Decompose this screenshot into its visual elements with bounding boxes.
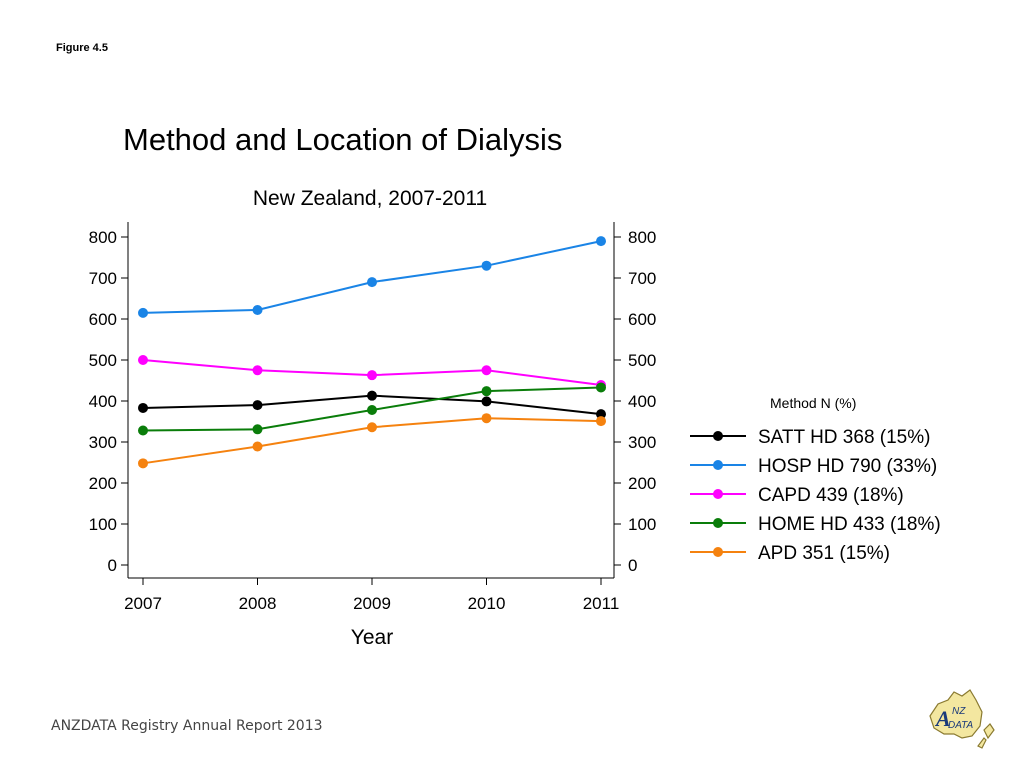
x-tick-label: 2010 (468, 594, 506, 613)
y-tick-label-left: 700 (89, 269, 117, 288)
data-point (138, 355, 148, 365)
data-point (481, 413, 492, 424)
y-tick-label-left: 400 (89, 392, 117, 411)
data-point (252, 400, 263, 411)
y-tick-label-left: 0 (108, 556, 117, 575)
y-tick-label-right: 600 (628, 310, 656, 329)
y-tick-label-left: 500 (89, 351, 117, 370)
x-tick-label: 2009 (353, 594, 391, 613)
data-point (481, 396, 492, 407)
y-tick-label-left: 600 (89, 310, 117, 329)
svg-text:A: A (934, 706, 951, 731)
legend-swatch-marker (713, 547, 723, 557)
data-point (367, 422, 377, 433)
data-point (596, 409, 606, 420)
data-point (481, 386, 492, 397)
figure-label: Figure 4.5 (56, 42, 108, 54)
chart-title: Method and Location of Dialysis (123, 122, 563, 157)
svg-text:DATA: DATA (948, 720, 974, 731)
data-point (596, 382, 606, 393)
data-point (481, 260, 492, 271)
y-tick-label-right: 500 (628, 351, 656, 370)
data-point (138, 402, 148, 413)
data-point (481, 365, 492, 376)
anzdata-logo: A NZ DATA (929, 689, 995, 749)
y-tick-label-left: 200 (89, 474, 117, 493)
legend-swatch-marker (713, 489, 723, 499)
x-tick-label: 2008 (239, 594, 277, 613)
data-point (138, 307, 148, 318)
svg-text:NZ: NZ (952, 706, 966, 717)
series-line (142, 240, 602, 314)
legend-label: SATT HD 368 (15%) (758, 427, 930, 448)
legend-swatch-marker (713, 460, 723, 470)
x-tick-label: 2011 (583, 594, 620, 613)
data-point (367, 370, 377, 381)
data-point (252, 365, 263, 376)
footer-text: ANZDATA Registry Annual Report 2013 (51, 718, 323, 734)
y-tick-label-left: 800 (89, 228, 117, 247)
data-point (138, 425, 148, 436)
legend-swatch-marker (713, 518, 723, 528)
y-tick-label-right: 800 (628, 228, 656, 247)
chart-subtitle: New Zealand, 2007-2011 (253, 187, 487, 210)
legend-label: HOME HD 433 (18%) (758, 514, 941, 535)
y-tick-label-right: 200 (628, 474, 656, 493)
x-tick-label: 2007 (124, 594, 162, 613)
legend-title: Method N (%) (770, 395, 856, 411)
data-point (367, 405, 377, 416)
legend-label: HOSP HD 790 (33%) (758, 456, 937, 477)
data-point (138, 458, 148, 469)
y-tick-label-right: 0 (628, 556, 637, 575)
y-tick-label-right: 700 (628, 269, 656, 288)
legend-label: APD 351 (15%) (758, 543, 890, 564)
y-tick-label-right: 100 (628, 515, 656, 534)
data-point (252, 441, 263, 452)
data-point (596, 236, 606, 247)
y-tick-label-right: 300 (628, 433, 656, 452)
y-tick-label-left: 100 (89, 515, 117, 534)
data-point (367, 277, 377, 288)
data-point (596, 416, 606, 427)
data-point (252, 424, 263, 435)
data-point (252, 304, 263, 315)
x-axis-label: Year (351, 626, 393, 649)
legend-swatch-marker (713, 431, 723, 441)
y-tick-label-right: 400 (628, 392, 656, 411)
legend-label: CAPD 439 (18%) (758, 485, 904, 506)
data-point (367, 390, 377, 401)
y-tick-label-left: 300 (89, 433, 117, 452)
